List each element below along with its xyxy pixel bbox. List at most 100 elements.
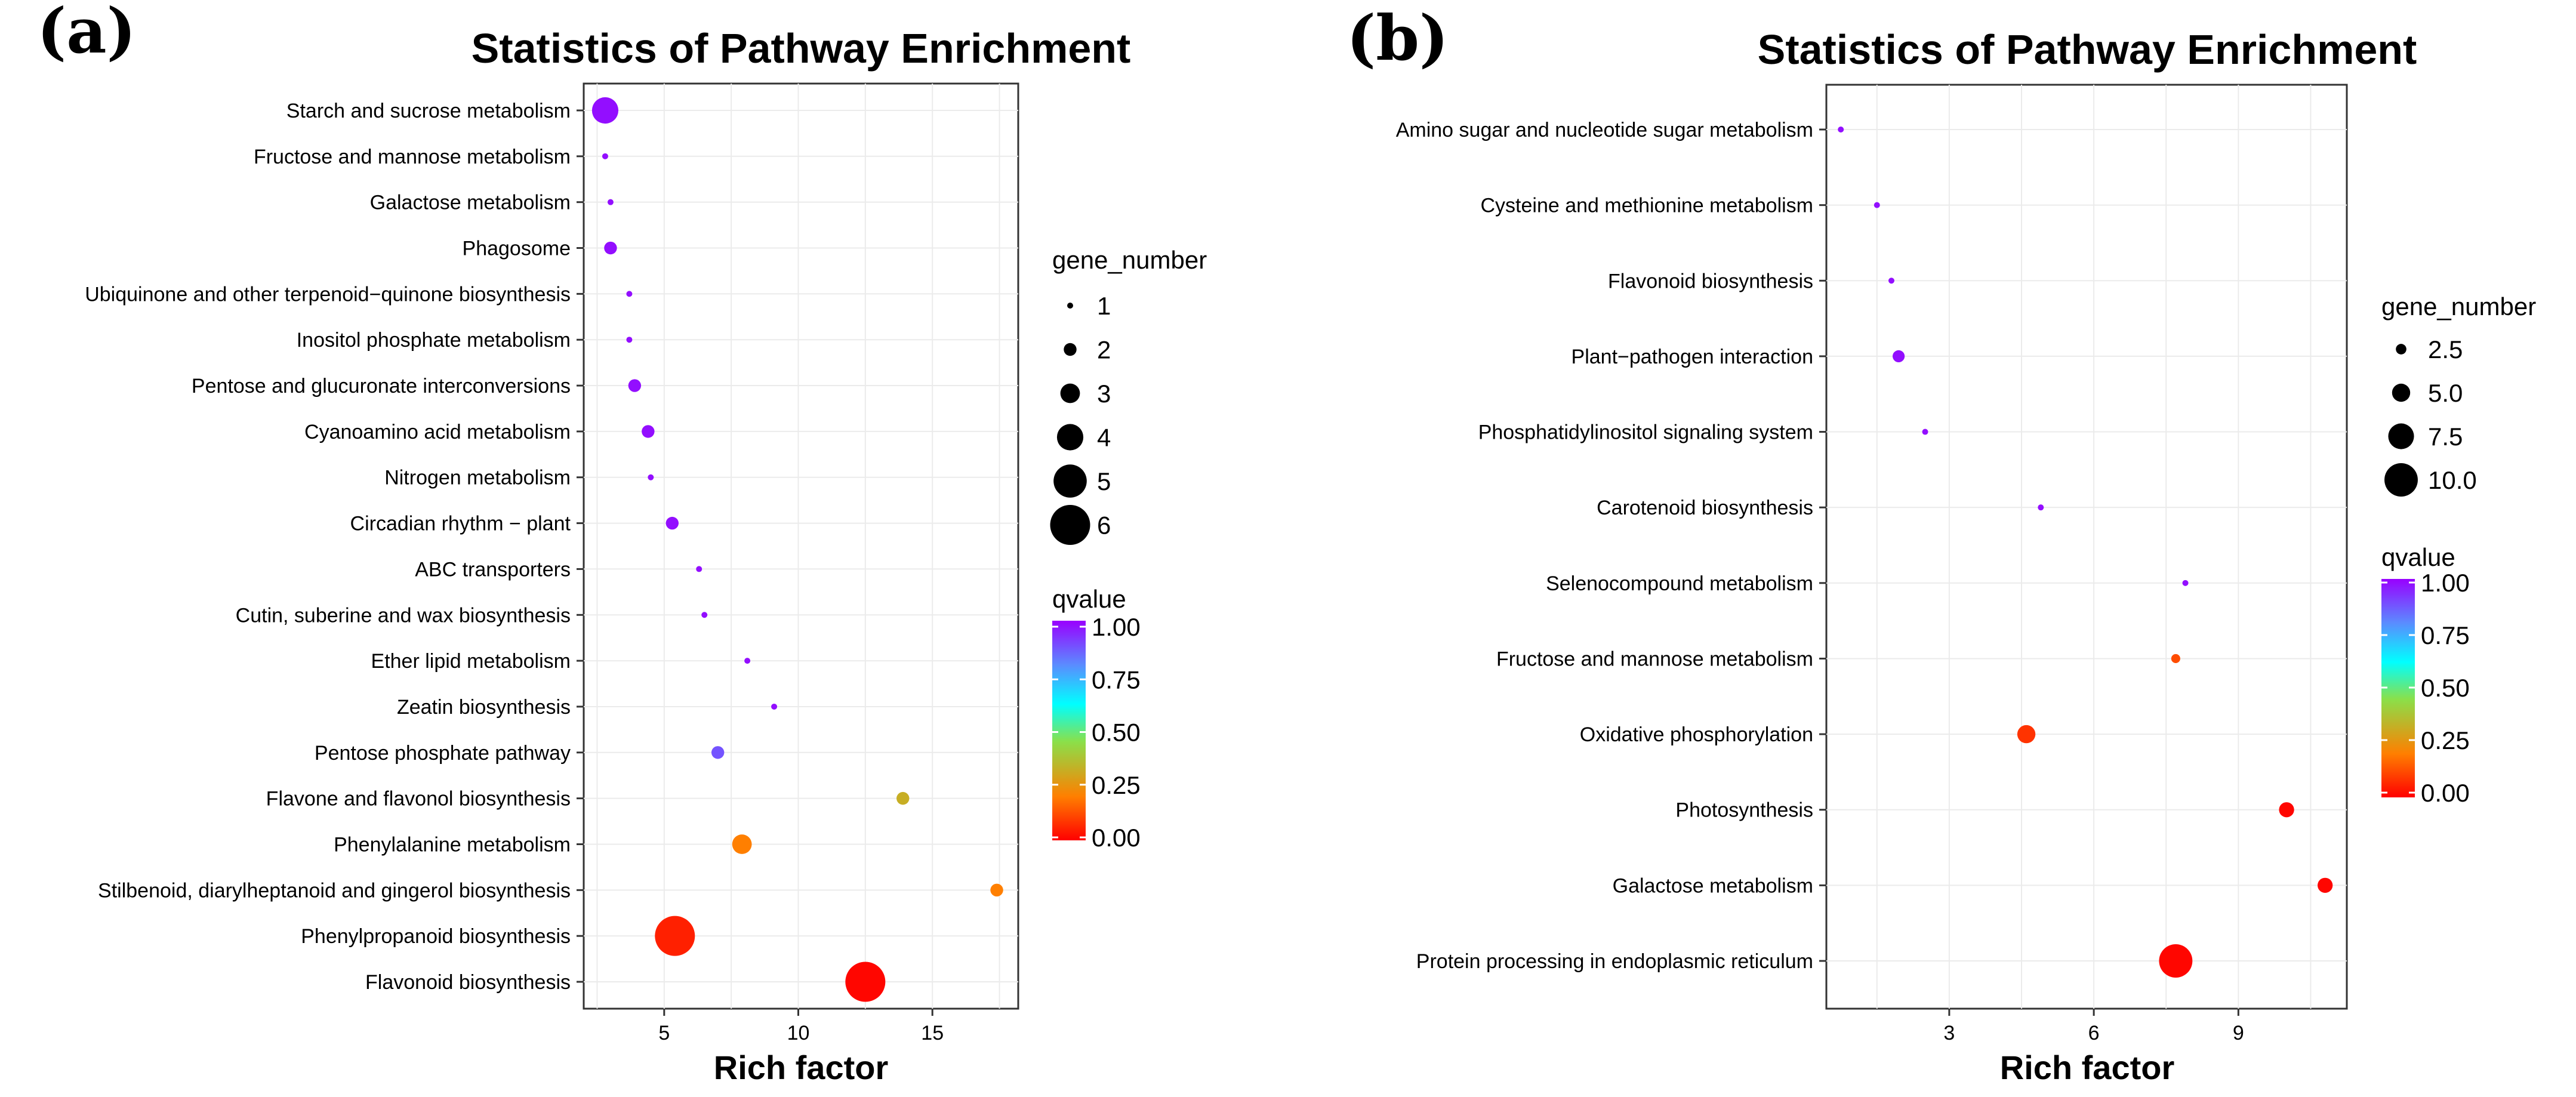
panel-a-colorbar-label: 1.00 [1092, 613, 1141, 641]
panel-a-category-label: Pentose phosphate pathway [315, 742, 571, 765]
panel-b-grid [1826, 85, 2347, 1009]
panel-b-size-legend-label: 5.0 [2428, 379, 2463, 407]
panel-a-x-ticks: 5 10 15 [658, 1009, 944, 1044]
panel-a-point [771, 703, 778, 710]
panel-b-category-label: Galactose metabolism [1613, 874, 1813, 897]
panel-b-x-tick-label: 9 [2233, 1022, 2244, 1044]
panel-a-point [628, 379, 642, 392]
panel-a-category-label: Phagosome [463, 238, 571, 260]
panel-b-point [2171, 654, 2180, 664]
panel-a-category-label: Inositol phosphate metabolism [297, 329, 571, 352]
panel-a-size-legend-label: 4 [1097, 424, 1111, 452]
panel-a-color-legend: qvalue 1.00 0.75 0.50 0.25 0.00 [1052, 585, 1141, 852]
panel-a-point [602, 153, 608, 159]
panel-b-category-label: Carotenoid biosynthesis [1597, 497, 1813, 519]
panel-a-point [591, 97, 619, 124]
panel-a-title: Statistics of Pathway Enrichment [472, 25, 1131, 72]
panel-b-point [1888, 278, 1894, 284]
panel-a-category-label: Flavone and flavonol biosynthesis [266, 788, 571, 811]
panel-b-category-label: Oxidative phosphorylation [1580, 723, 1813, 746]
panel-a-category-labels: Starch and sucrose metabolism Fructose an… [85, 100, 584, 994]
panel-b-point [2159, 944, 2193, 978]
panel-b-size-legend-title: gene_number [2381, 292, 2536, 321]
panel-a-category-label: Ubiquinone and other terpenoid−quinone b… [85, 283, 571, 306]
panel-b-colorbar-label: 0.50 [2421, 674, 2470, 702]
panel-a-point [744, 658, 751, 664]
panel-b-category-label: Cysteine and methionine metabolism [1480, 195, 1813, 217]
panel-a-category-label: Starch and sucrose metabolism [286, 100, 571, 122]
panel-a-point [732, 834, 752, 854]
panel-a-size-legend-dot [1053, 464, 1087, 498]
panel-a-point [626, 291, 633, 297]
panel-a-point [626, 337, 633, 343]
panel-a-colorbar-ticks: 1.00 0.75 0.50 0.25 0.00 [1052, 613, 1141, 852]
panel-b-category-label: Plant−pathogen interaction [1572, 346, 1813, 368]
panel-b-x-axis-title: Rich factor [2000, 1049, 2175, 1086]
panel-b-x-tick-label: 3 [1943, 1022, 1955, 1044]
panel-b-title: Statistics of Pathway Enrichment [1758, 26, 2417, 73]
panel-a: (a) Statistics of Pathway Enrichment Sta… [37, 0, 1207, 1086]
panel-a-category-label: Galactose metabolism [370, 192, 571, 214]
panel-a-points [591, 97, 1003, 1002]
panel-b-category-label: Amino sugar and nucleotide sugar metabol… [1396, 119, 1813, 141]
panel-a-category-label: Pentose and glucuronate interconversions [192, 375, 571, 397]
panel-a-plot-area [583, 82, 1019, 1010]
panel-b-category-label: Photosynthesis [1675, 799, 1813, 822]
panel-b-colorbar-label: 1.00 [2421, 569, 2470, 597]
panel-a-category-label: Cutin, suberine and wax biosynthesis [236, 604, 571, 627]
panel-b-colorbar-label: 0.25 [2421, 726, 2470, 754]
panel-b-category-label: Flavonoid biosynthesis [1608, 270, 1813, 292]
panel-b: (b) Statistics of Pathway Enrichment Ami… [1346, 1, 2536, 1086]
panel-b-size-legend-label: 10.0 [2428, 466, 2477, 494]
panel-b-point [2318, 877, 2333, 893]
panel-b-plot-area [1825, 84, 2348, 1010]
panel-a-size-legend-label: 1 [1097, 292, 1111, 320]
panel-b-category-label: Selenocompound metabolism [1546, 572, 1813, 595]
panel-a-size-legend-label: 3 [1097, 380, 1111, 408]
panel-b-colorbar-label: 0.00 [2421, 779, 2470, 807]
panel-a-size-legend: gene_number 1 2 3 4 5 6 [1050, 246, 1207, 545]
panel-a-size-legend-label: 5 [1097, 467, 1111, 495]
panel-b-size-legend: gene_number 2.5 5.0 7.5 10.0 [2381, 292, 2536, 497]
panel-b-size-legend-dot [2384, 463, 2418, 497]
panel-b-point [2279, 802, 2294, 818]
panel-a-size-legend-dot [1050, 505, 1090, 545]
panel-b-colorbar-ticks: 1.00 0.75 0.50 0.25 0.00 [2381, 569, 2470, 807]
panel-a-category-label: Stilbenoid, diarylheptanoid and gingerol… [98, 879, 571, 902]
panel-a-point [896, 791, 910, 805]
panel-b-points [1838, 127, 2333, 978]
panel-a-size-legend-dot [1064, 343, 1077, 356]
panel-a-colorbar [1052, 621, 1086, 840]
panel-a-point [696, 566, 702, 572]
panel-a-category-label: Flavonoid biosynthesis [365, 971, 571, 994]
panel-b-size-legend-label: 7.5 [2428, 423, 2463, 451]
panel-b-size-legend-dot [2392, 383, 2411, 402]
panel-a-point [607, 199, 614, 205]
panel-a-label: (a) [37, 0, 136, 67]
panel-a-category-label: Fructose and mannose metabolism [254, 146, 571, 168]
panel-a-point [642, 425, 655, 438]
panel-a-point [701, 612, 708, 618]
panel-b-label: (b) [1346, 1, 1449, 75]
panel-b-point [2038, 504, 2044, 511]
panel-b-category-label: Fructose and mannose metabolism [1496, 648, 1813, 670]
panel-b-point [2017, 725, 2036, 744]
panel-a-size-legend-dot [1060, 383, 1080, 403]
panel-b-x-tick-label: 6 [2088, 1022, 2100, 1044]
panel-a-size-legend-dot [1067, 303, 1073, 309]
panel-a-point [711, 746, 725, 759]
panel-a-category-label: Nitrogen metabolism [384, 467, 571, 489]
panel-a-point [655, 916, 695, 956]
panel-a-colorbar-label: 0.50 [1092, 719, 1141, 747]
panel-a-point [648, 474, 654, 480]
panel-a-x-tick-label: 10 [787, 1022, 810, 1044]
panel-b-size-legend-dot [2396, 344, 2406, 355]
panel-a-x-tick-label: 5 [658, 1022, 670, 1044]
panel-b-point [1893, 350, 1905, 363]
panel-a-category-label: Phenylpropanoid biosynthesis [301, 925, 571, 948]
panel-b-category-label: Protein processing in endoplasmic reticu… [1416, 950, 1813, 973]
panel-a-color-legend-title: qvalue [1052, 585, 1126, 613]
panel-a-category-label: Ether lipid metabolism [371, 650, 571, 673]
panel-a-size-legend-label: 6 [1097, 511, 1111, 540]
